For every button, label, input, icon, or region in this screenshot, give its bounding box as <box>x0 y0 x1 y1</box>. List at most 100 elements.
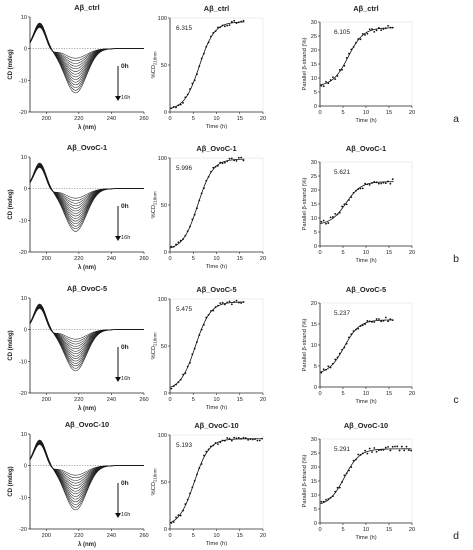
kin-beta-point <box>403 449 406 452</box>
kin-cd-point <box>221 439 224 442</box>
kin-beta-point <box>387 445 389 448</box>
kin-beta-point <box>361 187 364 190</box>
cd-spectrum-line <box>29 443 144 481</box>
kin-cd-y-tick-label: 50 <box>161 480 167 486</box>
kin-beta-x-label: Time (h) <box>355 118 376 124</box>
kin-cd-point <box>189 88 191 90</box>
kin-cd-x-label: Time (h) <box>206 124 227 130</box>
kin-cd-point <box>175 243 177 246</box>
kin-beta-fit-line <box>319 181 394 224</box>
kin-cd-point <box>230 20 233 23</box>
kin-beta-point <box>368 320 371 323</box>
kin-cd-point <box>205 316 208 319</box>
kin-beta-point <box>371 321 373 323</box>
kin-beta-point <box>361 452 364 455</box>
kin-cd-point <box>196 207 198 210</box>
kin-cd-point <box>217 443 219 446</box>
kin-cd-point <box>205 45 208 48</box>
kin-beta-point <box>320 220 323 223</box>
cd-x-tick-label: 220 <box>74 397 83 403</box>
kin-beta-y-tick-label: 15 <box>311 479 317 485</box>
kin-cd-point <box>207 176 210 178</box>
kin-beta-y-tick-label: 5 <box>314 90 317 96</box>
kin-cd-x-tick-label: 0 <box>168 533 171 539</box>
kin-beta-point <box>380 320 383 323</box>
kin-cd-point <box>233 436 236 439</box>
kin-beta-point <box>400 445 403 448</box>
kin-beta-point <box>410 449 412 452</box>
kin-beta-point <box>368 447 371 450</box>
kin-cd-x-tick-label: 5 <box>192 116 195 122</box>
cd-spectrum-line <box>29 162 144 230</box>
kin-beta-point <box>338 69 341 71</box>
kin-beta-point <box>331 362 334 365</box>
kin-beta-y-tick-label: 20 <box>311 301 317 307</box>
kin-cd-point <box>249 438 252 440</box>
kin-beta-point <box>325 80 327 83</box>
kin-beta-point <box>391 319 394 322</box>
kin-cd-point <box>226 301 229 304</box>
kin-beta-title: Aβ_OvoC-1 <box>346 144 386 153</box>
kin-beta-point <box>329 79 332 81</box>
kin-beta-x-tick-label: 20 <box>409 110 415 116</box>
cd-x-tick-label: 220 <box>74 533 83 539</box>
kin-beta-y-tick-label: 25 <box>311 34 317 40</box>
cd-y-tick-label: -20 <box>19 391 27 397</box>
kin-cd-point <box>214 30 217 33</box>
cd-x-tick-label: 260 <box>139 397 148 403</box>
kin-beta-point <box>389 449 392 452</box>
time-end-label: 16h <box>121 512 130 518</box>
kin-cd-point <box>179 239 182 242</box>
kin-beta-fit-line <box>319 27 394 86</box>
kin-cd-x-tick-label: 5 <box>192 256 195 262</box>
cd-x-tick-label: 260 <box>139 256 148 262</box>
kin-beta-point <box>377 182 380 185</box>
kin-beta-point <box>322 368 325 371</box>
cd-spectrum-line <box>29 166 144 204</box>
cd-spectrum-line <box>29 439 144 508</box>
kin-cd-x-tick-label: 0 <box>168 256 171 262</box>
kin-cd-y-tick-label: 100 <box>158 433 167 439</box>
kin-cd-point <box>177 381 180 384</box>
kin-beta-point <box>341 68 343 71</box>
kin-cd-point <box>186 230 189 233</box>
kin-beta-point <box>391 178 394 181</box>
kin-beta-point <box>336 213 339 216</box>
kin-beta-point <box>334 490 337 493</box>
kin-cd-x-tick-label: 15 <box>237 256 243 262</box>
kin-beta-point <box>345 472 348 475</box>
kin-cd-point <box>196 341 198 343</box>
kin-beta-point <box>350 48 353 51</box>
kin-cd-point <box>226 24 229 27</box>
time-arrow-head <box>115 96 121 101</box>
kin-beta-point <box>348 336 350 339</box>
kin-beta-point <box>331 76 334 78</box>
kin-cd-y-label: %CD218nm <box>151 191 158 218</box>
kin-beta-point <box>343 203 346 206</box>
kin-beta-point <box>361 32 364 35</box>
kin-beta-t-half: 5.291 <box>334 446 350 453</box>
kin-beta-y-label: Parallel β-strand (%) <box>302 177 308 230</box>
cd-x-label: λ (nm) <box>78 406 96 412</box>
kin-beta-fit-line <box>319 448 412 505</box>
kin-beta-point <box>327 498 330 500</box>
cd-y-tick-label: 10 <box>21 15 27 21</box>
cd-x-tick-label: 260 <box>139 116 148 122</box>
kin-beta-point <box>320 84 323 87</box>
kin-cd-x-tick-label: 15 <box>237 397 243 403</box>
time-start-label: 0h <box>121 63 129 70</box>
kin-cd-point <box>205 450 208 453</box>
kin-cd-point <box>196 73 198 76</box>
kin-beta-x-tick-label: 10 <box>363 527 369 533</box>
kin-cd-x-tick-label: 20 <box>260 116 266 122</box>
cd-x-tick-label: 240 <box>107 397 116 403</box>
kin-cd-point <box>200 57 203 60</box>
kin-beta-y-tick-label: 0 <box>314 521 317 527</box>
kin-beta-point <box>357 38 360 40</box>
cd-spectrum-line <box>29 26 144 62</box>
kin-beta-x-tick-label: 20 <box>409 527 415 533</box>
kin-cd-title: Aβ_OvoC-10 <box>194 421 238 430</box>
